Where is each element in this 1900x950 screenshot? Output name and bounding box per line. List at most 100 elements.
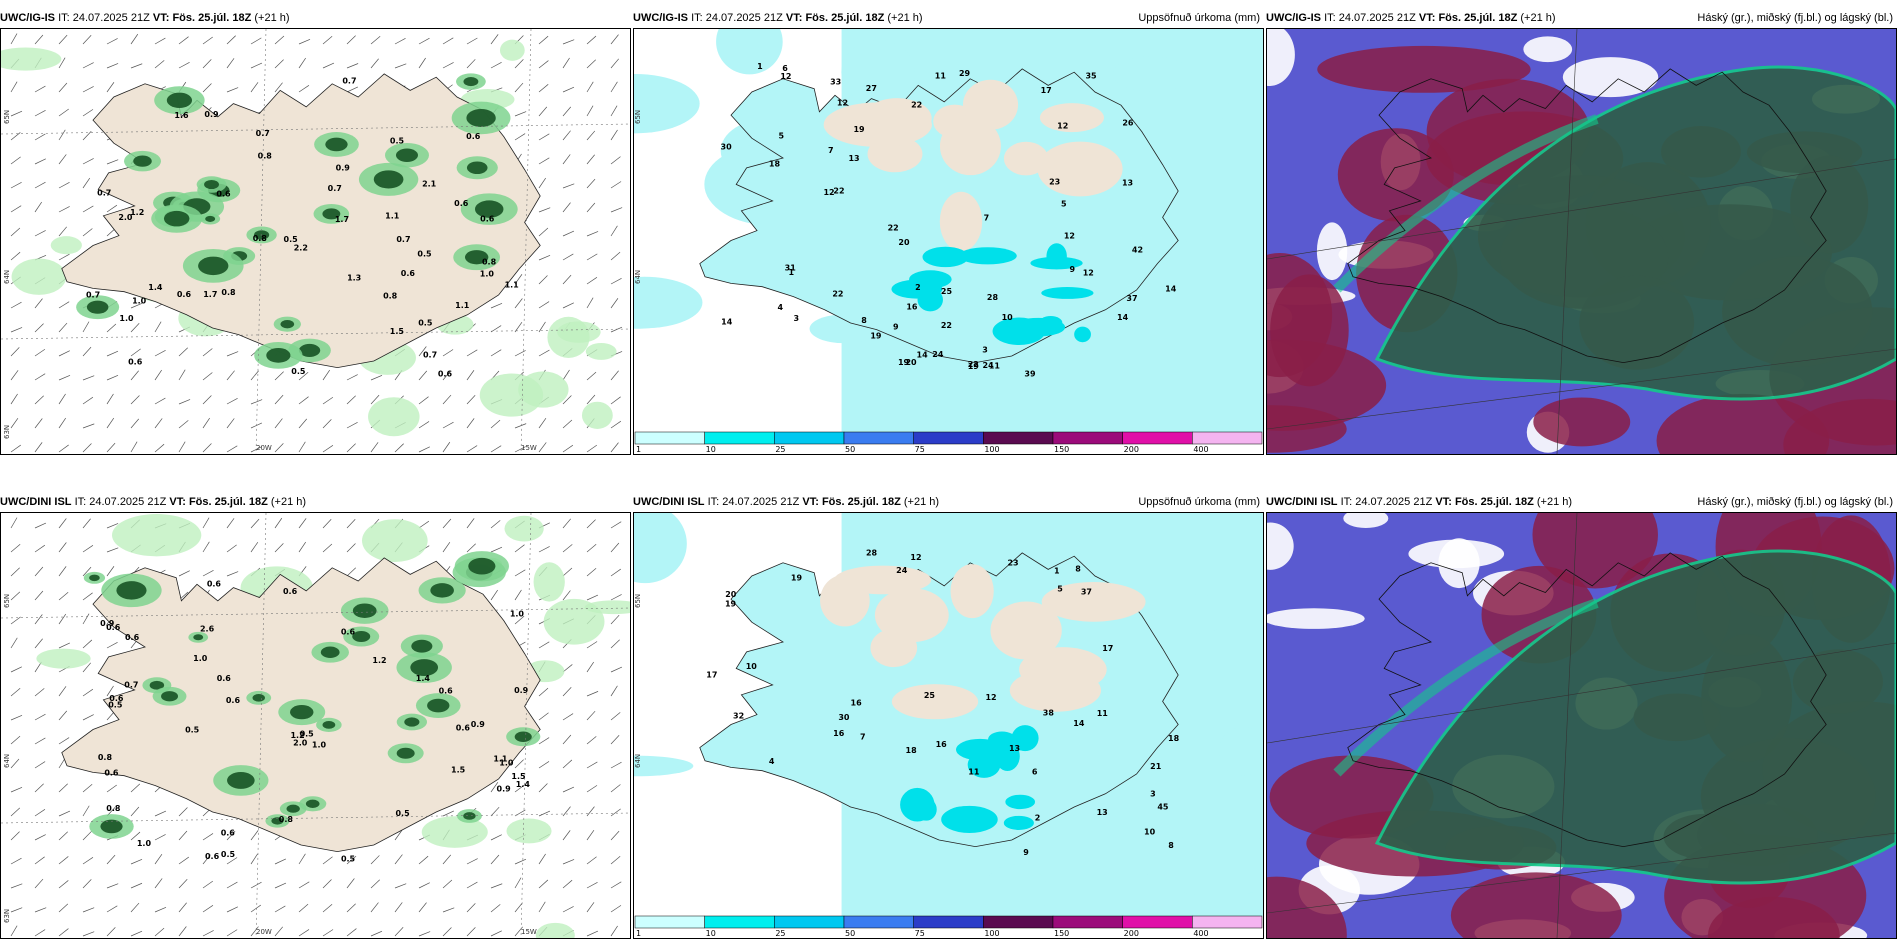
map-frame: 10 8 13 30 16 19 12 21 11 9 17 24 14 16 18 32 20 16 17 19 23… (633, 512, 1264, 939)
rain-value: 0.9 (336, 164, 351, 173)
wind-barb (442, 421, 454, 429)
precip-value: 38 (1043, 709, 1055, 718)
wind-barb (58, 542, 67, 553)
colorbar-label: 75 (915, 929, 925, 938)
precip-value: 17 (1102, 644, 1113, 653)
wind-barb (586, 785, 598, 793)
precip-value: 5 (1057, 585, 1063, 594)
colorbar-label: 400 (1193, 445, 1208, 454)
precip-value: 17 (1041, 86, 1052, 95)
wind-barb (202, 930, 214, 937)
cell-core (463, 77, 479, 87)
wind-barb (106, 63, 119, 69)
wind-barb (130, 63, 143, 69)
wind-barb (562, 544, 573, 553)
wind-barb (298, 418, 308, 429)
precip-value: 37 (1081, 588, 1092, 597)
wind-barb (490, 854, 500, 865)
wind-barb (490, 34, 499, 45)
precip-value: 6 (782, 64, 788, 73)
wind-barb (298, 85, 310, 93)
precip-value: 8 (861, 316, 867, 325)
wind-barb (58, 82, 68, 93)
wind-barb (562, 183, 575, 189)
wind-barb (178, 856, 190, 865)
rain-value: 0.6 (177, 290, 192, 299)
colorbar-segment (913, 915, 984, 929)
wind-barb (346, 543, 356, 553)
wind-barb (226, 445, 238, 453)
rain-value: 0.9 (514, 686, 529, 695)
wind-barb (106, 393, 114, 405)
wind-barb (562, 106, 572, 117)
wind-barb (202, 36, 213, 45)
wind-barb (178, 399, 191, 405)
wind-barb (490, 520, 501, 529)
wind-barb (370, 855, 380, 865)
panel-right-title: Uppsöfnuð úrkoma (mm) (1138, 496, 1260, 508)
wind-barb (394, 926, 404, 937)
clear-patch (1438, 538, 1480, 589)
map-frame: 3 22 19 25 22 12 14 1 16 9 11 7 18 10 8 5 12 12 22 22 14 19 30… (633, 28, 1264, 455)
precip-patch (841, 39, 915, 105)
wind-barb (586, 641, 598, 649)
colorbar-label: 50 (845, 445, 855, 454)
rain-value: 1.5 (511, 772, 526, 781)
wind-barb (130, 783, 141, 793)
clear-patch (1523, 36, 1573, 63)
it-label: IT: (691, 12, 706, 24)
precip-colorbar: 1 10 25 50 75 100 150 200 400 (634, 431, 1263, 454)
wind-barb (34, 929, 46, 937)
wind-barb (82, 592, 93, 601)
wind-barb (514, 589, 522, 601)
mid-cloud (1270, 274, 1349, 387)
rain-value: 0.5 (284, 235, 299, 244)
map-svg: 1081330161912211191724141618322016171923… (634, 513, 1263, 938)
wind-barb (346, 422, 358, 429)
wind-barb (514, 111, 527, 117)
wind-barb (178, 62, 190, 69)
wind-barb (154, 37, 166, 45)
colorbar-label: 75 (915, 445, 925, 454)
wind-barb (490, 62, 502, 69)
rain-value: 2.0 (118, 213, 133, 222)
rain-value: 0.9 (497, 785, 512, 794)
wind-barb (130, 370, 139, 381)
wind-barb (10, 327, 23, 333)
precip-value: 12 (1064, 232, 1075, 241)
wind-barb (130, 348, 141, 357)
precip-swath (547, 316, 590, 359)
wind-barb (298, 371, 309, 381)
lat-label: 65N (634, 594, 642, 608)
wind-barb (586, 691, 599, 697)
wind-barb (466, 37, 478, 45)
lead-time: (+21 h) (1536, 496, 1573, 508)
rain-value: 0.6 (283, 587, 298, 596)
heavy-precip (1030, 256, 1083, 270)
wind-barb (490, 781, 499, 793)
rain-value: 1.0 (312, 741, 327, 750)
rain-value: 0.7 (86, 290, 100, 299)
wind-barb (34, 418, 43, 429)
lat-label: 65N (3, 594, 11, 608)
wind-barb (106, 642, 118, 649)
wind-barb (34, 298, 43, 309)
panel-ig-is-cloud: UWC/IG-IS IT: 24.07.2025 21Z VT: Fös. 25… (1266, 8, 1897, 455)
wind-barb (322, 35, 333, 45)
wind-barb (562, 859, 575, 865)
rain-value: 0.6 (438, 370, 453, 379)
it-label: IT: (1340, 496, 1356, 508)
wind-barb (58, 710, 68, 721)
heavy-precip (1011, 725, 1039, 752)
cell-core (271, 817, 284, 825)
precip-value: 28 (866, 549, 878, 558)
cell-core (253, 230, 270, 240)
colorbar-label: 10 (706, 929, 716, 938)
mid-cloud (1337, 128, 1454, 222)
wind-barb (562, 39, 575, 45)
wind-barb (82, 86, 94, 93)
precip-value: 13 (848, 154, 859, 163)
wind-barb (82, 714, 94, 721)
wind-barb (58, 129, 66, 141)
wind-barb (586, 130, 596, 141)
